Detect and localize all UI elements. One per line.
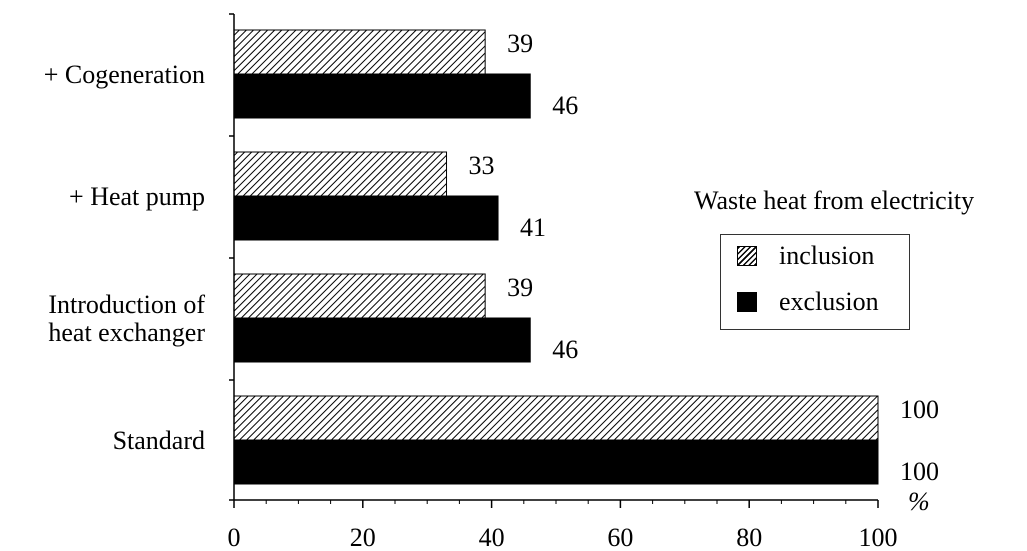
bar-inclusion-0 xyxy=(233,29,486,75)
bar-inclusion-1 xyxy=(233,151,448,197)
bar-exclusion-3 xyxy=(233,439,879,485)
legend-item-inclusion: inclusion xyxy=(737,241,874,271)
x-tick-label-4: 80 xyxy=(736,523,762,551)
data-label-exclusion-2: 46 xyxy=(552,335,578,364)
legend-title: Waste heat from electricity xyxy=(694,186,975,215)
legend-label-inclusion: inclusion xyxy=(779,241,875,270)
data-label-inclusion-1: 33 xyxy=(469,151,495,180)
hatched-swatch-icon xyxy=(737,246,757,266)
data-label-exclusion-1: 41 xyxy=(520,213,546,242)
bar-exclusion-0 xyxy=(233,73,531,119)
category-label-1-0: + Heat pump xyxy=(69,182,205,211)
category-label-2-0: Introduction of xyxy=(48,290,205,319)
category-label-3-0: Standard xyxy=(113,426,205,455)
x-tick-label-5: 100 xyxy=(859,523,898,551)
solid-swatch-icon xyxy=(737,292,757,312)
x-tick-label-1: 20 xyxy=(350,523,376,551)
x-axis-unit-label: % xyxy=(908,487,930,516)
x-tick-label-3: 60 xyxy=(607,523,633,551)
data-label-inclusion-3: 100 xyxy=(900,395,939,424)
data-label-exclusion-3: 100 xyxy=(900,457,939,486)
category-label-2-1: heat exchanger xyxy=(48,318,205,347)
bar-exclusion-2 xyxy=(233,317,531,363)
bar-exclusion-1 xyxy=(233,195,499,241)
legend-label-exclusion: exclusion xyxy=(779,287,879,316)
x-tick-label-2: 40 xyxy=(479,523,505,551)
x-tick-label-0: 0 xyxy=(228,523,241,551)
data-label-exclusion-0: 46 xyxy=(552,91,578,120)
data-label-inclusion-0: 39 xyxy=(507,29,533,58)
data-label-inclusion-2: 39 xyxy=(507,273,533,302)
bar-inclusion-2 xyxy=(233,273,486,319)
bar-inclusion-3 xyxy=(233,395,879,441)
legend-item-exclusion: exclusion xyxy=(737,287,879,317)
legend: inclusion exclusion xyxy=(720,234,910,330)
category-label-0-0: + Cogeneration xyxy=(44,60,205,89)
